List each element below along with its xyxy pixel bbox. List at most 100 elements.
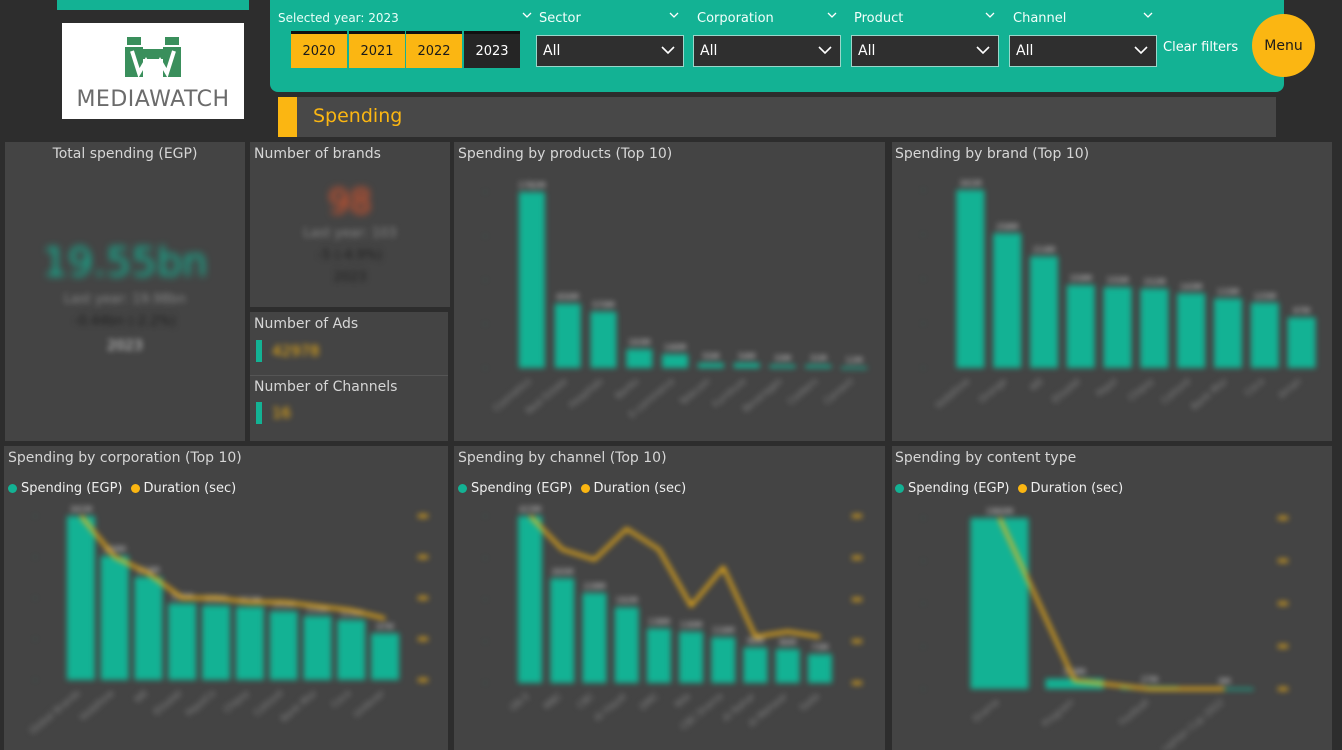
category-label: Vodafone — [934, 376, 973, 411]
bar — [1214, 298, 1242, 368]
channel-dropdown[interactable]: All — [1009, 35, 1157, 67]
section-title: Spending — [313, 105, 403, 127]
y-tick-label: · — [922, 186, 925, 195]
corporation-dropdown[interactable]: All — [693, 35, 841, 67]
card-title: Spending by products (Top 10) — [458, 146, 673, 162]
category-label: Al Hayat — [593, 691, 629, 723]
card-title: Total spending (EGP) — [52, 146, 198, 162]
year-button-2022[interactable]: 2022 — [406, 31, 462, 68]
secondary-axis-tick — [1278, 516, 1288, 520]
bar — [582, 592, 607, 683]
bar — [697, 363, 724, 368]
bar — [805, 365, 832, 368]
secondary-axis-tick — [1278, 558, 1288, 563]
bar — [679, 631, 704, 683]
corporation-label: Corporation — [697, 11, 774, 26]
channel-chart-card: Spending by channel (Top 10) Spending (E… — [454, 446, 885, 750]
chart-legend: Spending (EGP) Duration (sec) — [458, 481, 694, 496]
y-tick-label: · — [922, 231, 925, 240]
category-label: Program — [1041, 698, 1077, 730]
y-tick-label: · — [34, 553, 37, 562]
section-header: Spending — [278, 97, 1276, 137]
y-tick-label: · — [922, 320, 925, 329]
content-chart: · · · · · 1960M Drama 118M Program 27M Football 9M E… — [922, 507, 1288, 750]
category-label: WE — [1028, 376, 1046, 393]
category-label: Coca — [1243, 377, 1266, 399]
data-label: 214M — [137, 566, 159, 575]
logo-accent-bar — [57, 0, 249, 10]
brand-chart-card: Spending by brand (Top 10) · · · · · 341M Voda… — [892, 142, 1332, 441]
data-label: 97M — [1293, 306, 1310, 315]
chevron-down-icon[interactable] — [1143, 10, 1153, 20]
legend-spending: Spending (EGP) — [8, 481, 123, 496]
y-tick-label: · — [34, 512, 37, 521]
y-tick-label: · — [484, 276, 487, 285]
bar — [626, 349, 653, 368]
chevron-down-icon — [661, 46, 675, 55]
product-dropdown[interactable]: All — [851, 35, 999, 67]
legend-duration: Duration (sec) — [1017, 481, 1123, 496]
bar — [646, 628, 671, 683]
category-label: Nile — [673, 691, 693, 710]
data-label: 97M — [377, 622, 394, 631]
secondary-axis-tick — [418, 555, 428, 559]
card-title: Number of Channels — [254, 379, 398, 395]
card-title: Spending by corporation (Top 10) — [8, 450, 242, 466]
bar — [134, 577, 163, 680]
data-label: 143M — [1180, 282, 1202, 291]
section-accent — [278, 97, 297, 137]
card-title: Spending by brand (Top 10) — [895, 146, 1090, 162]
brands-card: Number of brands 98 Last year: 103 -5 (-… — [250, 142, 450, 307]
bar — [711, 637, 736, 683]
brands-value: 98 — [328, 182, 372, 222]
change-label: -5 (-4.9%) — [317, 248, 383, 263]
binoculars-icon — [125, 37, 181, 78]
clear-filters-button[interactable]: Clear filters — [1163, 40, 1239, 55]
category-label: Aman — [1277, 377, 1303, 401]
duration-line — [79, 515, 386, 620]
channels-value: 16 — [272, 404, 292, 422]
channel-chart: · · · · · 423M ON E 265M MBC 228M CBC 192M Al Hayat 1… — [484, 505, 862, 733]
year-button-2021[interactable]: 2021 — [349, 31, 405, 68]
category-label: Cottonil — [252, 689, 285, 719]
data-label: 1960M — [986, 507, 1013, 516]
data-label: 9M — [1219, 677, 1231, 686]
y-tick-label: · — [922, 514, 925, 523]
bar — [550, 578, 575, 683]
year-button-2020[interactable]: 2020 — [291, 31, 347, 68]
category-label: Beverages — [741, 376, 784, 415]
bar — [518, 516, 543, 683]
bar — [662, 354, 689, 368]
bar — [337, 619, 366, 680]
category-label: Chipsy — [1127, 376, 1157, 404]
corporation-chart: · · · · · 341M Global Brands 258M Vodafone 214M WE… — [28, 505, 428, 737]
bar — [769, 365, 796, 368]
sector-dropdown[interactable]: All — [536, 35, 684, 67]
chevron-down-icon[interactable] — [522, 10, 532, 20]
secondary-axis-tick — [418, 637, 428, 641]
data-label: 138M — [648, 618, 670, 627]
bar — [518, 192, 545, 368]
card-title: Spending by content type — [895, 450, 1077, 466]
secondary-axis-tick — [1278, 687, 1288, 691]
chevron-down-icon[interactable] — [827, 10, 837, 20]
chevron-down-icon[interactable] — [985, 10, 995, 20]
secondary-axis-tick — [852, 639, 862, 644]
category-label: Football — [1118, 698, 1152, 729]
menu-button[interactable]: Menu — [1252, 14, 1315, 77]
data-label: 130M — [680, 621, 702, 630]
divider — [250, 375, 448, 376]
secondary-axis-tick — [418, 596, 428, 600]
year-button-2023[interactable]: 2023 — [464, 31, 520, 68]
data-label: 125M — [340, 609, 362, 618]
chevron-down-icon — [1134, 46, 1148, 55]
total-spending-card: Total spending (EGP) 19.55bn Last year: … — [5, 142, 245, 441]
data-label: 33M — [774, 354, 791, 363]
secondary-axis-tick — [852, 681, 862, 685]
sector-value: All — [543, 43, 561, 59]
data-label: 423M — [519, 505, 541, 514]
chevron-down-icon[interactable] — [669, 10, 679, 20]
duration-line — [529, 514, 821, 639]
y-tick-label: · — [484, 679, 487, 688]
